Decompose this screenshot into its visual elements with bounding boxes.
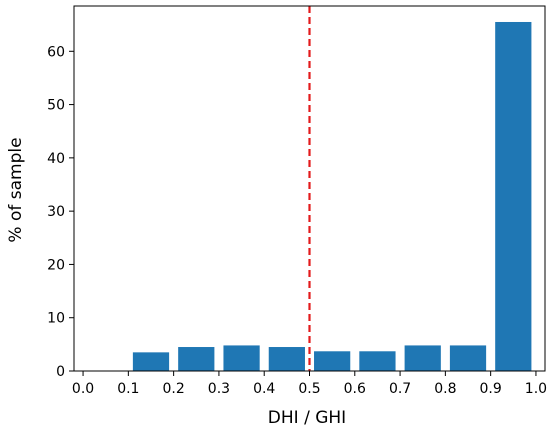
x-tick-label: 1.0 bbox=[525, 381, 547, 397]
x-tick-label: 0.8 bbox=[434, 381, 456, 397]
x-tick-label: 0.3 bbox=[208, 381, 230, 397]
bar bbox=[178, 347, 215, 371]
x-tick-label: 0.6 bbox=[344, 381, 366, 397]
x-tick-label: 0.2 bbox=[163, 381, 185, 397]
y-tick-label: 60 bbox=[47, 44, 65, 60]
bar bbox=[449, 345, 487, 371]
bar bbox=[132, 352, 170, 371]
x-tick-label: 0.1 bbox=[117, 381, 139, 397]
bar bbox=[223, 345, 260, 371]
bars-layer bbox=[132, 21, 532, 371]
bar bbox=[314, 351, 351, 371]
bar bbox=[268, 347, 305, 371]
x-tick-label: 0.7 bbox=[389, 381, 411, 397]
bar bbox=[404, 345, 441, 371]
y-axis-label: % of sample bbox=[6, 137, 26, 242]
x-axis-label: DHI / GHI bbox=[268, 408, 346, 428]
y-tick-label: 20 bbox=[47, 257, 65, 273]
axes-layer: 0.0 0.1 0.2 0.3 0.4 0.5 0.6 0.7 0.8 0.9 1.0 0 10 20 30… bbox=[47, 5, 547, 397]
y-tick-label: 30 bbox=[47, 204, 65, 220]
y-tick-label: 40 bbox=[47, 151, 65, 167]
x-tick-label: 0.4 bbox=[253, 381, 275, 397]
x-tick-label: 0.0 bbox=[72, 381, 94, 397]
y-tick-label: 10 bbox=[47, 311, 65, 327]
bar bbox=[495, 21, 532, 371]
y-tick-label: 50 bbox=[47, 98, 65, 114]
x-tick-label: 0.5 bbox=[298, 381, 320, 397]
x-tick-label: 0.9 bbox=[480, 381, 502, 397]
bar bbox=[359, 351, 396, 371]
y-tick-label: 0 bbox=[56, 364, 65, 380]
